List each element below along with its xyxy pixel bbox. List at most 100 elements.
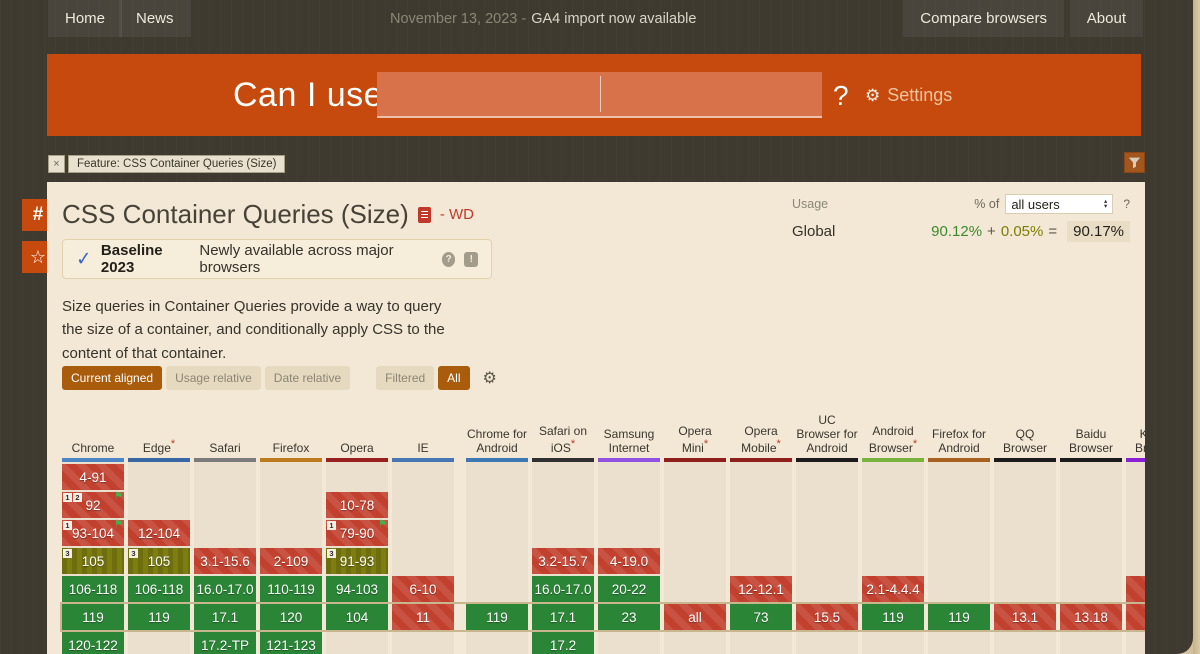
support-cell[interactable]: 17.2 (532, 632, 594, 654)
support-cell[interactable]: 3.1-15.6 (194, 548, 256, 574)
support-cell-empty (796, 548, 858, 574)
support-cell[interactable]: 105 3 (62, 548, 124, 574)
support-cell[interactable]: 91-93 3 (326, 548, 388, 574)
support-cell[interactable]: all (664, 604, 726, 630)
browser-color-bar (598, 458, 660, 462)
filter-button[interactable] (1124, 152, 1145, 173)
version-cells: 4-19.0 20-22 23 (598, 462, 660, 654)
nav-about[interactable]: About (1069, 0, 1143, 37)
support-cell[interactable]: 15.5 (796, 604, 858, 630)
support-cell[interactable]: 106-118 (62, 576, 124, 602)
browser-column-header: Chrome for Android (466, 426, 528, 455)
support-cell[interactable]: 119 (928, 604, 990, 630)
browser-column: Android Browser* 2.1-4.4.4 119 (862, 402, 924, 654)
support-cell[interactable]: 23 (598, 604, 660, 630)
support-cell-empty (664, 520, 726, 546)
support-cell[interactable]: 119 (466, 604, 528, 630)
settings-button[interactable]: ⚙ Settings (865, 85, 952, 106)
support-cell[interactable]: 10-78 (326, 492, 388, 518)
usage-supported-value: 90.12% (931, 223, 983, 240)
support-cell[interactable]: 3.1 (1126, 604, 1145, 630)
filtered-button[interactable]: Filtered (376, 366, 435, 390)
version-cells: 3.1-15.6 16.0-17.0 17.1 17.2-TP (194, 462, 256, 654)
support-cell[interactable]: 94-103 (326, 576, 388, 602)
nav-news[interactable]: News (119, 0, 191, 37)
support-cell[interactable]: 119 (62, 604, 124, 630)
table-settings-gear-icon[interactable]: ⚙ (482, 370, 497, 387)
browser-color-bar (532, 458, 594, 462)
nav-compare-browsers[interactable]: Compare browsers (903, 0, 1064, 37)
browser-column-header: Safari on iOS* (538, 423, 588, 455)
baseline-help-icon[interactable]: ? (441, 251, 456, 267)
usage-select[interactable]: all users ▴ ▾ (1005, 194, 1114, 214)
support-cell[interactable]: 119 (128, 604, 190, 630)
version-cells: 2.1-4.4.4 119 (862, 462, 924, 654)
close-icon[interactable]: × (48, 155, 65, 173)
support-cell-empty (664, 492, 726, 518)
support-cell[interactable]: 4-91 (62, 464, 124, 490)
support-cell[interactable]: 110-119 (260, 576, 322, 602)
support-cell[interactable]: 73 (730, 604, 792, 630)
support-cell[interactable]: 106-118 (128, 576, 190, 602)
support-cell-empty (664, 576, 726, 602)
usage-help-link[interactable]: ? (1123, 197, 1130, 211)
spec-status-link[interactable]: - WD (439, 206, 474, 223)
support-cell-empty (532, 464, 594, 490)
support-cell[interactable]: 92 1 2 ⚑ (62, 491, 124, 518)
support-cell[interactable]: 93-104 1 ⚑ (62, 519, 124, 546)
spec-document-icon[interactable] (417, 206, 431, 223)
help-link[interactable]: ? (833, 80, 849, 111)
support-cell[interactable]: 20-22 (598, 576, 660, 602)
support-cell[interactable]: 6-10 (392, 576, 454, 602)
support-cell-empty (1126, 548, 1145, 574)
support-cell[interactable]: 120-122 (62, 632, 124, 654)
all-button[interactable]: All (438, 366, 470, 390)
support-cell-empty (194, 492, 256, 518)
support-cell[interactable]: 17.1 (532, 604, 594, 630)
support-cell[interactable]: 2-109 (260, 548, 322, 574)
baseline-feedback-icon[interactable]: ! (464, 251, 478, 267)
usage-select-value: all users (1011, 196, 1060, 212)
support-cell[interactable]: 105 3 (128, 548, 190, 574)
support-cell[interactable]: 79-90 1 ⚑ (326, 519, 388, 546)
support-cell-empty (994, 520, 1056, 546)
support-cell[interactable]: 16.0-17.0 (532, 576, 594, 602)
browser-column: Safari 3.1-15.6 16.0-17.0 17.1 17.2-TP (194, 402, 256, 654)
support-cell[interactable]: 16.0-17.0 (194, 576, 256, 602)
support-cell[interactable]: 12-12.1 (730, 576, 792, 602)
support-cell[interactable]: 2.5 (1126, 576, 1145, 602)
usage-relative-button[interactable]: Usage relative (166, 366, 261, 390)
browser-color-bar (466, 458, 528, 462)
support-cell[interactable]: 120 (260, 604, 322, 630)
date-relative-button[interactable]: Date relative (264, 366, 351, 390)
version-cells: 12-12.1 73 (730, 462, 792, 654)
support-cell[interactable]: 3.2-15.7 (532, 548, 594, 574)
current-aligned-button[interactable]: Current aligned (62, 366, 163, 390)
support-cell[interactable]: 17.2-TP (194, 632, 256, 654)
support-cell[interactable]: 13.1 (994, 604, 1056, 630)
nav-home[interactable]: Home (48, 0, 123, 37)
browser-column-header: QQ Browser (1002, 426, 1047, 455)
view-controls: Current aligned Usage relative Date rela… (62, 366, 497, 390)
browser-column-header: Firefox (272, 440, 310, 455)
support-cell[interactable]: 104 (326, 604, 388, 630)
support-cell[interactable]: 17.1 (194, 604, 256, 630)
support-cell-empty (1060, 464, 1122, 490)
note-badges: 3 (63, 549, 72, 558)
support-cell[interactable]: 13.18 (1060, 604, 1122, 630)
announcement-link[interactable]: GA4 import now available (531, 10, 697, 27)
version-cells: 2-109 110-119 120 121-123 (260, 462, 322, 654)
scrollbar-track[interactable] (1193, 0, 1200, 654)
support-cell[interactable]: 12-104 (128, 520, 190, 546)
support-cell-empty (1060, 492, 1122, 518)
support-cell[interactable]: 4-19.0 (598, 548, 660, 574)
support-cell[interactable]: 11 (392, 604, 454, 630)
support-cell[interactable]: 2.1-4.4.4 (862, 576, 924, 602)
support-cell[interactable]: 121-123 (260, 632, 322, 654)
support-cell[interactable]: 119 (862, 604, 924, 630)
support-cell-empty (1126, 632, 1145, 654)
support-cell-empty (1126, 520, 1145, 546)
support-cell-empty (796, 520, 858, 546)
search-input[interactable] (377, 72, 822, 118)
support-cell-empty (598, 464, 660, 490)
